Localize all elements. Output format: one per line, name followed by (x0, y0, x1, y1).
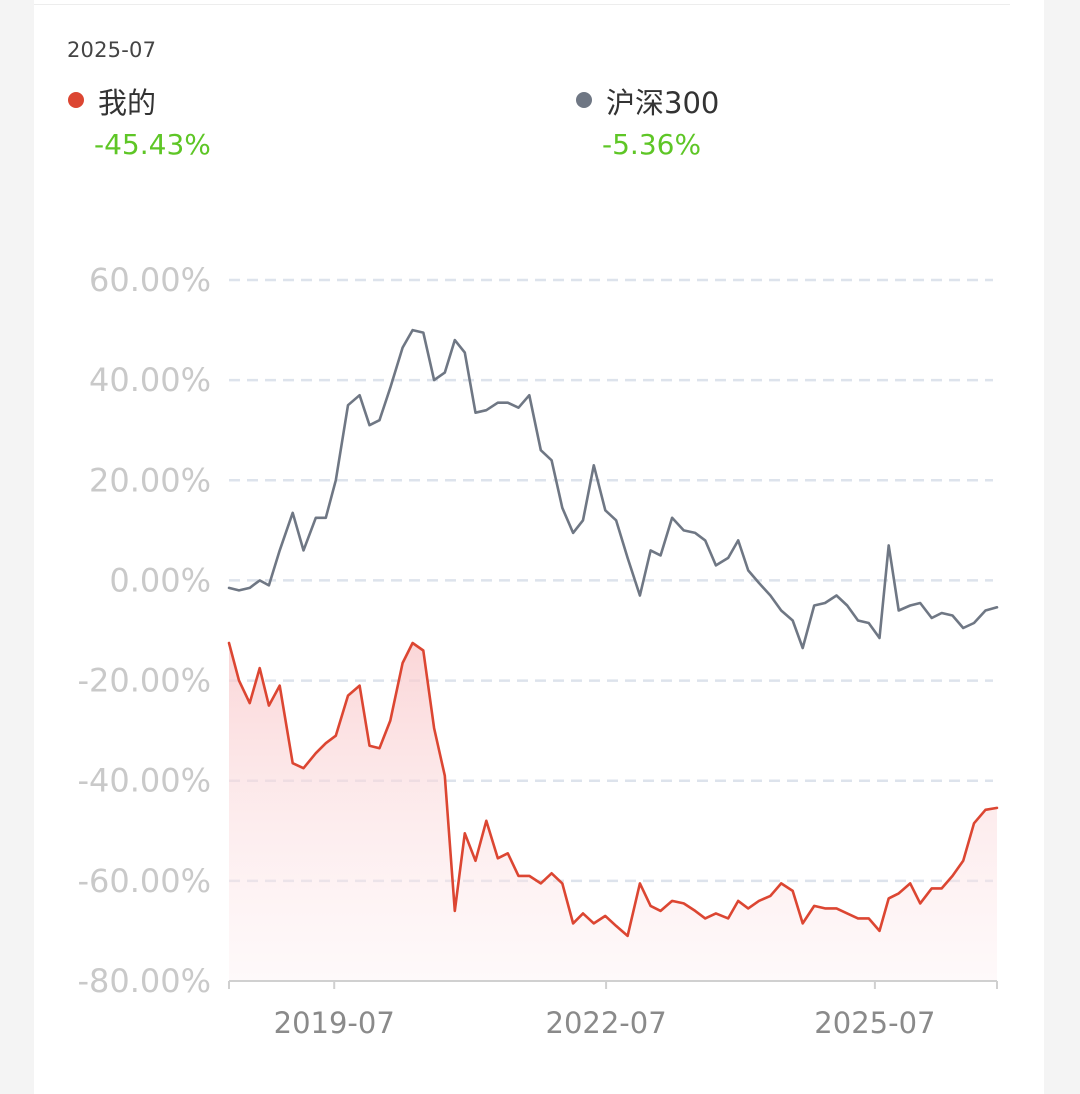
series-area-mine (229, 643, 997, 981)
top-divider (34, 0, 1010, 5)
y-tick-label: -80.00% (77, 962, 211, 1000)
legend-name-mine: 我的 (98, 86, 157, 120)
legend-dot-icon (576, 92, 592, 108)
y-tick-label: 40.00% (89, 361, 211, 399)
y-tick-label: 0.00% (109, 561, 211, 599)
y-tick-label: -40.00% (77, 762, 211, 800)
y-tick-label: -60.00% (77, 862, 211, 900)
x-axis (228, 980, 998, 989)
y-tick-label: 60.00% (89, 261, 211, 299)
x-tick-label: 2022-07 (546, 1006, 667, 1040)
legend-value-benchmark: -5.36% (602, 128, 702, 161)
y-axis: 60.00% 40.00% 20.00% 0.00% -20.00% -40.00% -60… (77, 261, 211, 1000)
y-tick-label: -20.00% (77, 662, 211, 700)
legend-dot-icon (68, 92, 84, 108)
x-axis-labels: 2019-07 2022-07 2025-07 (274, 1006, 936, 1040)
series-lines (227, 328, 999, 938)
selected-date: 2025-07 (67, 38, 157, 62)
area-fills (229, 643, 997, 981)
series-line-mine[interactable] (227, 641, 999, 938)
legend-name-benchmark: 沪深300 (606, 86, 720, 120)
legend-value-mine: -45.43% (94, 128, 211, 161)
x-tick-label: 2019-07 (274, 1006, 395, 1040)
y-tick-label: 20.00% (89, 461, 211, 499)
series-line-bench[interactable] (227, 328, 999, 650)
x-tick-label: 2025-07 (814, 1006, 935, 1040)
